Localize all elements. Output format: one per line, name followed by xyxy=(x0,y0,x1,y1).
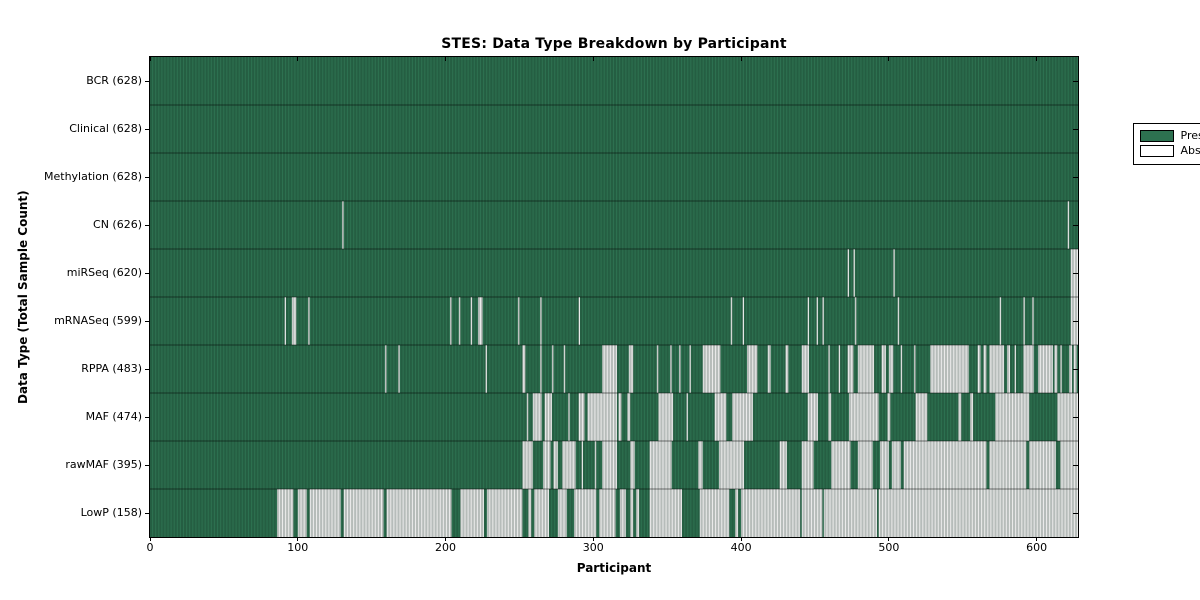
legend: Present Absent xyxy=(1132,122,1200,165)
x-tick-mark xyxy=(592,537,594,541)
x-tick-mark-top xyxy=(740,57,742,61)
y-tick-mark xyxy=(145,368,150,370)
y-tick-label: MAF (474) xyxy=(85,410,142,423)
y-tick-label: LowP (158) xyxy=(80,506,142,519)
x-axis-title: Participant xyxy=(576,561,652,575)
y-tick-mark xyxy=(145,80,150,82)
y-tick-mark-right xyxy=(1073,368,1078,370)
legend-absent-swatch xyxy=(1139,145,1174,157)
legend-present-swatch xyxy=(1139,130,1174,142)
x-tick-label: 0 xyxy=(146,541,154,554)
x-tick-mark xyxy=(297,537,299,541)
legend-entry-present: Present xyxy=(1139,129,1200,142)
x-tick-label: 100 xyxy=(287,541,309,554)
y-tick-mark xyxy=(145,512,150,514)
y-tick-mark-right xyxy=(1073,320,1078,322)
x-tick-mark-top xyxy=(149,57,151,61)
x-tick-mark-top xyxy=(297,57,299,61)
legend-entry-absent: Absent xyxy=(1139,144,1200,157)
y-tick-label: rawMAF (395) xyxy=(65,458,142,471)
x-tick-mark-top xyxy=(445,57,447,61)
y-tick-label: Clinical (628) xyxy=(69,122,142,135)
y-tick-mark xyxy=(145,272,150,274)
y-tick-label: miRSeq (620) xyxy=(66,266,142,279)
x-tick-mark xyxy=(888,537,890,541)
x-tick-label: 600 xyxy=(1026,541,1048,554)
x-tick-mark xyxy=(1036,537,1038,541)
y-tick-label: CN (626) xyxy=(93,218,142,231)
plot-area: Present Absent xyxy=(148,55,1200,538)
y-tick-label: RPPA (483) xyxy=(81,362,142,375)
x-tick-label: 200 xyxy=(435,541,457,554)
y-tick-label: Methylation (628) xyxy=(44,170,142,183)
y-tick-mark-right xyxy=(1073,128,1078,130)
y-tick-mark xyxy=(145,320,150,322)
y-tick-mark-right xyxy=(1073,224,1078,226)
chart-title: STES: Data Type Breakdown by Participant xyxy=(441,36,787,52)
y-tick-label: BCR (628) xyxy=(86,74,142,87)
x-tick-label: 500 xyxy=(878,541,900,554)
y-tick-mark-right xyxy=(1073,512,1078,514)
x-tick-mark-top xyxy=(592,57,594,61)
y-tick-label: mRNASeq (599) xyxy=(54,314,142,327)
y-tick-mark xyxy=(145,464,150,466)
y-tick-mark xyxy=(145,224,150,226)
x-tick-label: 300 xyxy=(582,541,604,554)
presence-matrix xyxy=(149,56,1078,537)
y-tick-mark-right xyxy=(1073,416,1078,418)
y-tick-mark xyxy=(145,176,150,178)
x-tick-mark-top xyxy=(888,57,890,61)
y-tick-mark-right xyxy=(1073,464,1078,466)
legend-absent-label: Absent xyxy=(1180,144,1200,157)
y-tick-mark-right xyxy=(1073,80,1078,82)
y-tick-mark-right xyxy=(1073,176,1078,178)
legend-present-label: Present xyxy=(1180,129,1200,142)
x-tick-label: 400 xyxy=(730,541,752,554)
y-tick-mark-right xyxy=(1073,272,1078,274)
x-tick-mark-top xyxy=(1036,57,1038,61)
x-tick-mark xyxy=(445,537,447,541)
x-tick-mark xyxy=(740,537,742,541)
x-tick-mark xyxy=(149,537,151,541)
y-tick-mark xyxy=(145,416,150,418)
y-tick-mark xyxy=(145,128,150,130)
